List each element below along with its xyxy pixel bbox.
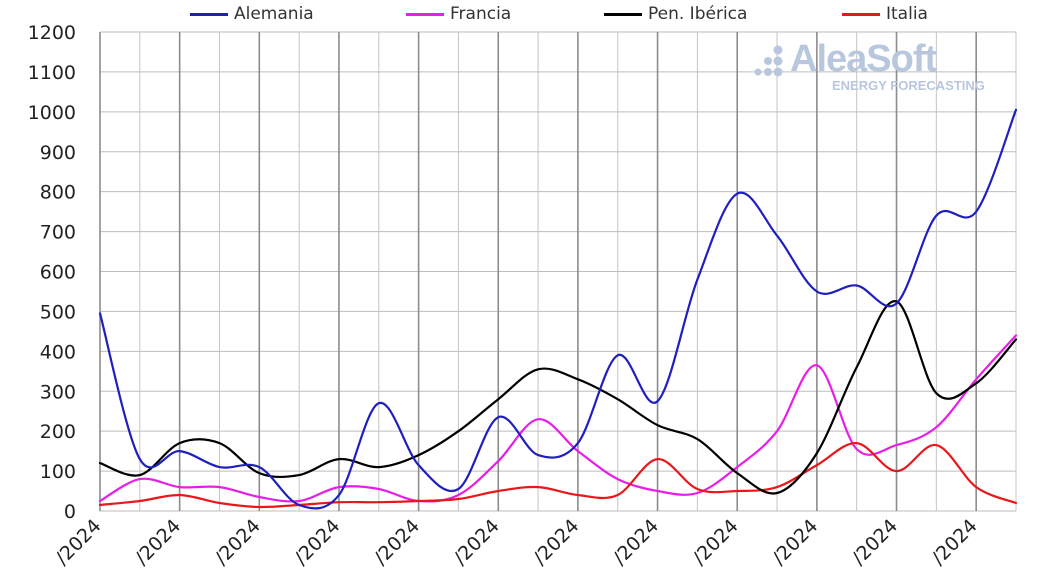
y-tick-label: 1100: [28, 62, 76, 84]
x-tick-label: /2024: [927, 515, 981, 569]
legend-label: Alemania: [234, 4, 314, 24]
x-tick-label: /2024: [51, 515, 105, 569]
x-tick-label: /2024: [211, 515, 265, 569]
y-tick-label: 900: [40, 142, 76, 164]
x-tick-label: /2024: [450, 515, 504, 569]
legend-label: Francia: [450, 4, 512, 24]
x-tick-label: /2024: [609, 515, 663, 569]
x-tick-label: /2024: [848, 515, 902, 569]
legend-label: Pen. Ibérica: [648, 4, 748, 24]
series-line-alemania: [98, 108, 1018, 510]
gridlines: [99, 31, 1017, 512]
legend-item: Francia: [406, 4, 511, 24]
x-tick-label: /2024: [688, 515, 742, 569]
series-line-francia: [98, 334, 1018, 503]
x-tick-label: /2024: [290, 515, 344, 569]
x-tick-label: /2024: [768, 515, 822, 569]
x-tick-label: /2024: [529, 515, 583, 569]
series-line-pen-ib-rica: [98, 300, 1018, 495]
logo-dots-icon: [754, 45, 783, 77]
series-line-italia: [98, 441, 1018, 509]
y-tick-label: 800: [40, 182, 76, 204]
legend-item: Pen. Ibérica: [604, 4, 747, 24]
x-tick-label: /2024: [131, 515, 185, 569]
legend: Alemania Francia Pen. Ibérica Italia: [0, 4, 1038, 28]
legend-swatch: [406, 12, 444, 16]
x-axis-ticks: /2024/2024/2024/2024/2024/2024/2024/2024…: [51, 515, 981, 569]
legend-swatch: [842, 12, 880, 16]
y-tick-label: 200: [40, 421, 76, 443]
y-tick-label: 1200: [28, 22, 76, 44]
legend-label: Italia: [886, 4, 928, 24]
logo-name: AleaSoft: [790, 38, 937, 80]
legend-item: Italia: [842, 4, 928, 24]
series-lines: [98, 108, 1018, 510]
y-tick-label: 0: [64, 501, 76, 523]
legend-swatch: [190, 12, 228, 16]
legend-item: Alemania: [190, 4, 314, 24]
y-tick-label: 600: [40, 262, 76, 284]
y-tick-label: 700: [40, 222, 76, 244]
x-tick-label: /2024: [370, 515, 424, 569]
y-axis-ticks: 0 100 200 300 400 500 600 700 800 900 1000 1100 1200: [28, 22, 76, 523]
y-tick-label: 400: [40, 341, 76, 363]
y-tick-label: 1000: [28, 102, 76, 124]
aleasoft-logo: AleaSoft ENERGY FORECASTING: [750, 38, 1010, 98]
legend-swatch: [604, 12, 642, 16]
y-tick-label: 100: [40, 461, 76, 483]
y-tick-label: 500: [40, 301, 76, 323]
logo-tagline: ENERGY FORECASTING: [832, 78, 985, 93]
y-tick-label: 300: [40, 381, 76, 403]
